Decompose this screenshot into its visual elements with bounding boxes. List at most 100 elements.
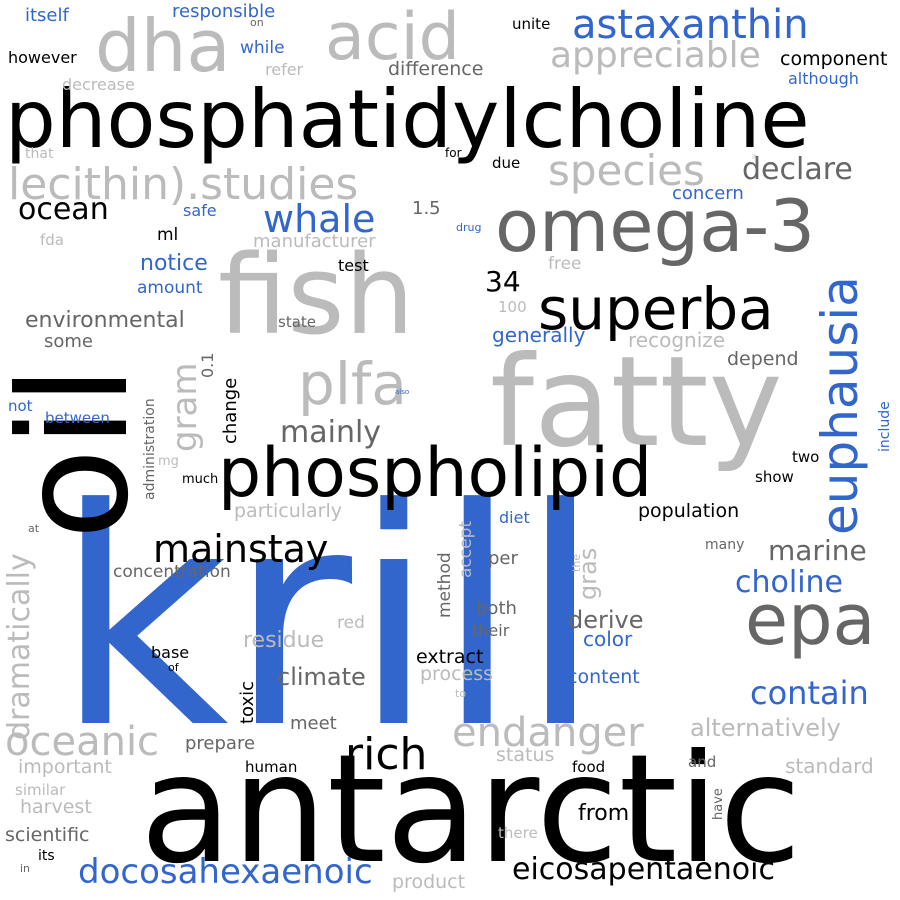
word: phosphatidylcholine <box>5 73 810 166</box>
word: unite <box>512 15 551 33</box>
word: depend <box>727 348 799 370</box>
word: it <box>752 153 757 161</box>
word: 1.5 <box>412 198 441 219</box>
word: phospholipid <box>218 434 653 513</box>
word: between <box>45 409 110 427</box>
word: omega-3 <box>495 184 816 268</box>
word: of <box>168 661 179 674</box>
word: some <box>44 331 93 352</box>
word: although <box>788 69 859 88</box>
word: whale <box>263 197 376 241</box>
word: two <box>792 448 820 466</box>
word: 100 <box>498 298 527 316</box>
word: fda <box>40 231 64 249</box>
word: oil <box>0 364 162 540</box>
word: many <box>705 537 745 553</box>
word: marine <box>768 534 867 567</box>
word: test <box>338 256 369 275</box>
word: refer <box>265 60 304 79</box>
word: safe <box>183 201 217 220</box>
word: mg <box>158 454 179 469</box>
word: population <box>638 500 740 522</box>
word: and <box>688 753 717 771</box>
word: 34 <box>485 265 521 298</box>
word: particularly <box>234 500 342 522</box>
word: gram <box>165 362 205 452</box>
word: there <box>498 824 538 842</box>
word: derive <box>568 606 644 634</box>
word: ml <box>157 225 179 245</box>
word: important <box>18 756 112 778</box>
word: difference <box>388 58 484 80</box>
word: mainstay <box>153 527 329 571</box>
word: accept <box>456 520 476 578</box>
word: at <box>28 522 40 535</box>
word: fish <box>218 231 415 359</box>
word: on <box>250 16 264 29</box>
word: lecithin).studies <box>8 159 359 210</box>
word: euphausia <box>811 276 869 535</box>
word: superba <box>538 275 774 343</box>
word: alternatively <box>690 714 841 742</box>
word: plfa <box>298 350 407 418</box>
word: while <box>240 38 285 58</box>
word: meet <box>290 713 337 734</box>
word: prepare <box>185 733 256 754</box>
word: docosahexaenoic <box>78 852 373 892</box>
word: free <box>548 254 582 274</box>
word: content <box>567 666 640 688</box>
word: change <box>220 377 241 444</box>
word: decrease <box>62 75 135 94</box>
word: for <box>445 146 462 160</box>
word: acid <box>325 0 460 75</box>
word: dha <box>95 4 231 88</box>
word: species <box>548 146 705 195</box>
word: to <box>455 687 467 700</box>
word: much <box>182 472 219 487</box>
word: choline <box>735 565 844 600</box>
word: notice <box>140 251 208 276</box>
word: component <box>780 48 888 70</box>
word: food <box>572 758 606 776</box>
word: have <box>711 788 726 820</box>
word: rich <box>345 729 428 780</box>
word: eicosapentaenoic <box>512 852 775 887</box>
word: standard <box>785 754 874 778</box>
word: its <box>38 848 55 864</box>
word: diet <box>499 508 530 527</box>
word: state <box>278 313 316 331</box>
word: appreciable <box>550 35 761 76</box>
word: administration <box>142 398 158 500</box>
word: from <box>578 801 630 826</box>
word: status <box>496 744 555 766</box>
word: show <box>755 468 794 486</box>
word: their <box>472 621 510 640</box>
word: epa <box>745 579 876 661</box>
word: toxic <box>237 680 258 724</box>
word: extract <box>416 646 484 668</box>
word: oceanic <box>5 719 160 765</box>
word: harvest <box>20 796 92 818</box>
word: concern <box>672 183 744 204</box>
word: however <box>8 48 77 67</box>
word: human <box>245 758 298 776</box>
word: color <box>583 627 633 651</box>
word: krill <box>55 445 603 794</box>
word: process <box>420 663 494 685</box>
word: also <box>395 388 410 396</box>
word: contain <box>750 674 869 712</box>
word: residue <box>243 628 325 653</box>
word: astaxanthin <box>572 2 809 48</box>
word: per <box>488 548 518 569</box>
word: base <box>151 643 190 662</box>
word: the <box>570 553 583 572</box>
word: in <box>20 862 31 875</box>
word: similar <box>15 781 66 799</box>
word: manufacturer <box>253 231 376 252</box>
word: ocean <box>18 192 109 227</box>
word: climate <box>277 663 366 691</box>
word: both <box>476 598 517 619</box>
word: dramatically <box>2 553 37 740</box>
word: antarctic <box>140 723 802 897</box>
